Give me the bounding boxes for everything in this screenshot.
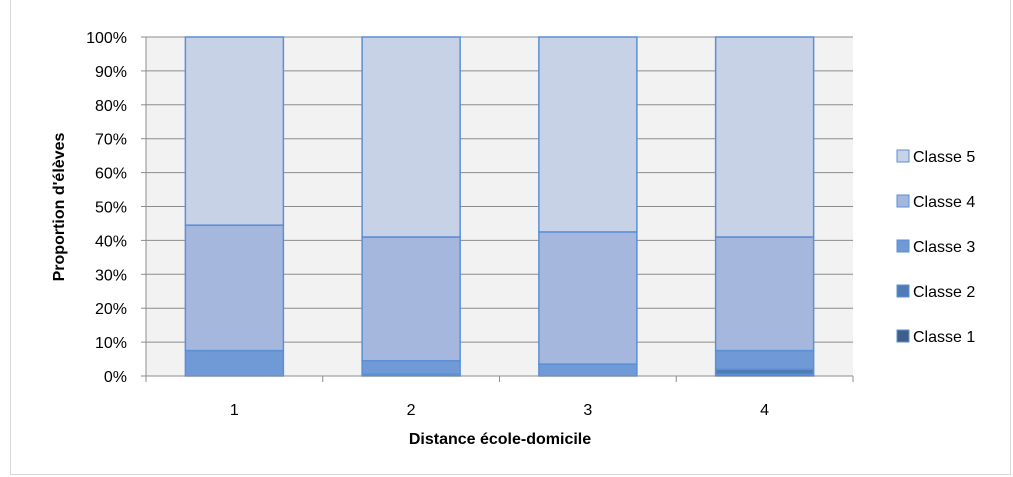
bars — [184, 36, 815, 377]
legend-swatch — [896, 284, 910, 298]
y-tick-label: 0% — [104, 369, 127, 386]
bar-segment-classe-3-cat-1 — [184, 349, 285, 377]
bar-segment-classe-3-cat-2 — [361, 359, 461, 376]
y-axis-title: Proportion d'élèves — [51, 133, 68, 282]
legend-swatch — [896, 329, 910, 343]
legend-label: Classe 4 — [913, 194, 975, 211]
bar-segment-classe-3-cat-4 — [714, 349, 815, 370]
x-tick-label: 4 — [760, 402, 769, 419]
x-axis-title: Distance école-domicile — [409, 431, 591, 448]
legend-label: Classe 1 — [913, 329, 975, 346]
y-tick-labels: 0% 10% 20% 30% 40% 50% 60% 70% 80% 90% 100% — [86, 30, 127, 386]
y-tick-label: 50% — [95, 200, 127, 217]
x-tick-label: 3 — [583, 402, 592, 419]
bar-segment-classe-3-cat-3 — [538, 363, 638, 377]
y-tick-label: 30% — [95, 267, 127, 284]
y-tick-label: 90% — [95, 64, 127, 81]
y-tick-label: 100% — [86, 30, 127, 47]
bar-segment-classe-4-cat-1 — [184, 224, 285, 352]
legend-swatch — [896, 239, 910, 253]
y-tick-label: 60% — [95, 166, 127, 183]
bar-segment-classe-4-cat-2 — [361, 236, 461, 362]
bar-segment-classe-2-cat-4 — [714, 368, 815, 376]
legend-swatch — [896, 194, 910, 208]
legend-label: Classe 3 — [913, 239, 975, 256]
x-tick-labels: 1 2 3 4 — [230, 402, 769, 419]
y-tick-label: 70% — [95, 132, 127, 149]
y-tick-label: 40% — [95, 233, 127, 250]
bar-segment-classe-4-cat-3 — [538, 231, 638, 365]
x-tick-label: 2 — [407, 402, 416, 419]
axes — [141, 36, 854, 382]
chart-frame — [10, 0, 1011, 475]
legend-label: Classe 2 — [913, 284, 975, 301]
bar-segment-classe-5-cat-1 — [184, 36, 285, 226]
x-tick-label: 1 — [230, 402, 239, 419]
y-tick-label: 10% — [95, 335, 127, 352]
bar-segment-classe-5-cat-3 — [538, 36, 638, 233]
y-tick-label: 20% — [95, 301, 127, 318]
legend-swatch — [896, 149, 910, 163]
bar-segment-classe-4-cat-4 — [714, 236, 815, 352]
y-tick-label: 80% — [95, 98, 127, 115]
bar-segment-classe-5-cat-4 — [714, 36, 815, 238]
bar-segment-classe-5-cat-2 — [361, 36, 461, 238]
legend: Classe 5 Classe 4 Classe 3 Classe 2 Classe 1 — [896, 149, 975, 346]
legend-label: Classe 5 — [913, 149, 975, 166]
